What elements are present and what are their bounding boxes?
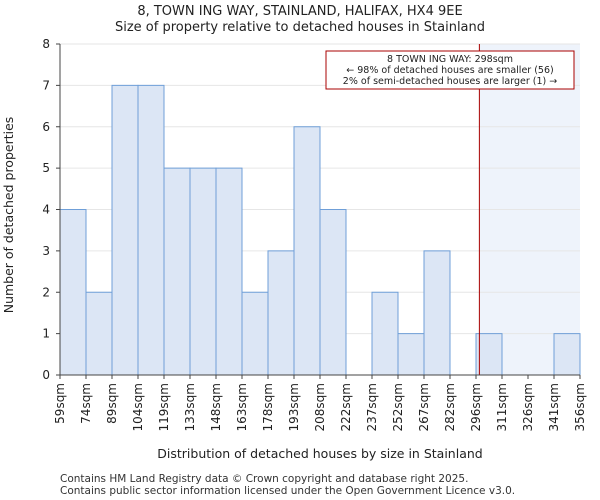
footer-line-2: Contains public sector information licen…	[60, 485, 516, 497]
bar-104sqm	[137, 84, 165, 376]
x-tick-label: 237sqm	[365, 383, 379, 431]
x-tick-label: 267sqm	[417, 383, 431, 431]
bar-341sqm	[553, 333, 581, 376]
y-tick-label: 0	[42, 368, 50, 382]
bar-148sqm	[215, 167, 243, 376]
bar-89sqm	[111, 84, 139, 376]
x-tick-label: 104sqm	[131, 383, 145, 431]
x-tick-label: 341sqm	[547, 383, 561, 431]
bar-163sqm	[241, 291, 269, 376]
bar-74sqm	[85, 291, 113, 376]
bar-133sqm	[189, 167, 217, 376]
annotation-line-2: ← 98% of detached houses are smaller (56…	[346, 65, 553, 76]
x-tick-label: 119sqm	[157, 383, 171, 431]
annotation-line-1: 8 TOWN ING WAY: 298sqm	[387, 54, 513, 65]
bar-296sqm	[475, 333, 503, 376]
chart-subtitle: Size of property relative to detached ho…	[114, 20, 486, 35]
x-tick-label: 193sqm	[287, 383, 301, 431]
x-tick-label: 59sqm	[53, 383, 67, 424]
bar-119sqm	[163, 167, 191, 376]
x-tick-label: 222sqm	[339, 383, 353, 431]
y-tick-label: 2	[42, 285, 50, 299]
y-tick-label: 3	[42, 244, 50, 258]
y-tick-label: 4	[42, 203, 50, 217]
chart-title: 8, TOWN ING WAY, STAINLAND, HALIFAX, HX4…	[137, 4, 463, 19]
bar-267sqm	[423, 250, 451, 376]
x-tick-label: 326sqm	[521, 383, 535, 431]
bar-178sqm	[267, 250, 295, 376]
y-tick-label: 5	[42, 161, 50, 175]
x-tick-label: 208sqm	[313, 383, 327, 431]
x-tick-label: 356sqm	[573, 383, 587, 431]
y-tick-label: 1	[42, 327, 50, 341]
y-tick-label: 8	[42, 37, 50, 51]
x-tick-label: 148sqm	[209, 383, 223, 431]
x-tick-label: 163sqm	[235, 383, 249, 431]
x-tick-label: 89sqm	[105, 383, 119, 424]
x-tick-label: 133sqm	[183, 383, 197, 431]
bar-59sqm	[59, 209, 87, 376]
bar-252sqm	[397, 333, 425, 376]
x-tick-label: 282sqm	[443, 383, 457, 431]
bar-208sqm	[319, 209, 347, 376]
x-tick-label: 311sqm	[495, 383, 509, 431]
annotation-box	[325, 50, 575, 90]
x-tick-label: 252sqm	[391, 383, 405, 431]
x-tick-label: 178sqm	[261, 383, 275, 431]
y-axis-label: Number of detached properties	[1, 117, 16, 314]
x-axis-label: Distribution of detached houses by size …	[157, 446, 482, 461]
bar-193sqm	[293, 126, 321, 376]
x-tick-label: 74sqm	[79, 383, 93, 424]
footer-line-1: Contains HM Land Registry data © Crown c…	[60, 473, 469, 485]
bar-237sqm	[371, 291, 399, 376]
y-tick-label: 6	[42, 120, 50, 134]
y-tick-label: 7	[42, 78, 50, 92]
annotation-line-3: 2% of semi-detached houses are larger (1…	[343, 76, 557, 87]
x-tick-label: 296sqm	[469, 383, 483, 431]
